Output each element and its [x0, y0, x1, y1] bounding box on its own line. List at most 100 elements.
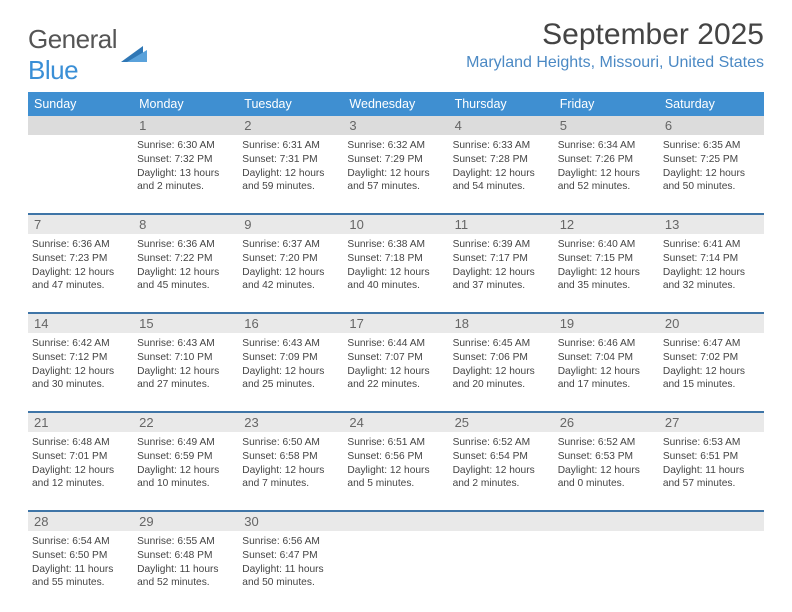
- day-number: 25: [449, 413, 554, 432]
- day-info: Sunrise: 6:56 AMSunset: 6:47 PMDaylight:…: [242, 533, 339, 590]
- month-title: September 2025: [466, 18, 764, 52]
- daylight-line: Daylight: 12 hours and 2 minutes.: [453, 464, 550, 492]
- day-info: Sunrise: 6:31 AMSunset: 7:31 PMDaylight:…: [242, 137, 339, 194]
- daylight-line: Daylight: 11 hours and 52 minutes.: [137, 563, 234, 591]
- sunrise-line: Sunrise: 6:34 AM: [558, 139, 655, 153]
- day-info: Sunrise: 6:38 AMSunset: 7:18 PMDaylight:…: [347, 236, 444, 293]
- day-number: 27: [659, 413, 764, 432]
- day-header: Friday: [554, 92, 659, 116]
- day-info: Sunrise: 6:33 AMSunset: 7:28 PMDaylight:…: [453, 137, 550, 194]
- day-cell: Sunrise: 6:49 AMSunset: 6:59 PMDaylight:…: [133, 432, 238, 510]
- day-info: Sunrise: 6:34 AMSunset: 7:26 PMDaylight:…: [558, 137, 655, 194]
- sunrise-line: Sunrise: 6:41 AM: [663, 238, 760, 252]
- day-header: Sunday: [28, 92, 133, 116]
- daylight-line: Daylight: 12 hours and 17 minutes.: [558, 365, 655, 393]
- day-cell: [659, 531, 764, 609]
- sunset-line: Sunset: 7:15 PM: [558, 252, 655, 266]
- sunrise-line: Sunrise: 6:36 AM: [137, 238, 234, 252]
- day-number: 21: [28, 413, 133, 432]
- sunrise-line: Sunrise: 6:31 AM: [242, 139, 339, 153]
- day-info: Sunrise: 6:49 AMSunset: 6:59 PMDaylight:…: [137, 434, 234, 491]
- day-info: Sunrise: 6:32 AMSunset: 7:29 PMDaylight:…: [347, 137, 444, 194]
- sunrise-line: Sunrise: 6:46 AM: [558, 337, 655, 351]
- sunrise-line: Sunrise: 6:33 AM: [453, 139, 550, 153]
- sunset-line: Sunset: 7:23 PM: [32, 252, 129, 266]
- day-number: 8: [133, 215, 238, 234]
- day-number: [343, 512, 448, 531]
- daylight-line: Daylight: 12 hours and 5 minutes.: [347, 464, 444, 492]
- day-header: Thursday: [449, 92, 554, 116]
- day-cell: Sunrise: 6:47 AMSunset: 7:02 PMDaylight:…: [659, 333, 764, 411]
- daylight-line: Daylight: 12 hours and 54 minutes.: [453, 167, 550, 195]
- sunset-line: Sunset: 7:32 PM: [137, 153, 234, 167]
- day-header: Wednesday: [343, 92, 448, 116]
- day-info: Sunrise: 6:36 AMSunset: 7:22 PMDaylight:…: [137, 236, 234, 293]
- day-cell: Sunrise: 6:53 AMSunset: 6:51 PMDaylight:…: [659, 432, 764, 510]
- day-number: 29: [133, 512, 238, 531]
- day-number: 4: [449, 116, 554, 135]
- day-number: 22: [133, 413, 238, 432]
- day-info: Sunrise: 6:51 AMSunset: 6:56 PMDaylight:…: [347, 434, 444, 491]
- logo-line2: Blue: [28, 55, 78, 85]
- day-number: 28: [28, 512, 133, 531]
- day-cell: [343, 531, 448, 609]
- day-number: 13: [659, 215, 764, 234]
- day-info: Sunrise: 6:35 AMSunset: 7:25 PMDaylight:…: [663, 137, 760, 194]
- daylight-line: Daylight: 12 hours and 25 minutes.: [242, 365, 339, 393]
- daylight-line: Daylight: 12 hours and 47 minutes.: [32, 266, 129, 294]
- day-cell: Sunrise: 6:46 AMSunset: 7:04 PMDaylight:…: [554, 333, 659, 411]
- day-number: [449, 512, 554, 531]
- sunrise-line: Sunrise: 6:45 AM: [453, 337, 550, 351]
- day-cell: Sunrise: 6:55 AMSunset: 6:48 PMDaylight:…: [133, 531, 238, 609]
- daylight-line: Daylight: 12 hours and 27 minutes.: [137, 365, 234, 393]
- sunrise-line: Sunrise: 6:39 AM: [453, 238, 550, 252]
- day-number: 6: [659, 116, 764, 135]
- day-number: 2: [238, 116, 343, 135]
- sunrise-line: Sunrise: 6:52 AM: [453, 436, 550, 450]
- day-number: 23: [238, 413, 343, 432]
- daylight-line: Daylight: 12 hours and 22 minutes.: [347, 365, 444, 393]
- sunrise-line: Sunrise: 6:37 AM: [242, 238, 339, 252]
- day-header: Tuesday: [238, 92, 343, 116]
- day-number: 15: [133, 314, 238, 333]
- day-info: Sunrise: 6:30 AMSunset: 7:32 PMDaylight:…: [137, 137, 234, 194]
- day-cell: Sunrise: 6:43 AMSunset: 7:09 PMDaylight:…: [238, 333, 343, 411]
- day-number: 16: [238, 314, 343, 333]
- daylight-line: Daylight: 11 hours and 57 minutes.: [663, 464, 760, 492]
- sunset-line: Sunset: 7:04 PM: [558, 351, 655, 365]
- logo-mark-icon: [121, 40, 149, 71]
- sunset-line: Sunset: 7:07 PM: [347, 351, 444, 365]
- day-number: 17: [343, 314, 448, 333]
- daylight-line: Daylight: 11 hours and 50 minutes.: [242, 563, 339, 591]
- sunset-line: Sunset: 6:47 PM: [242, 549, 339, 563]
- day-info: Sunrise: 6:52 AMSunset: 6:53 PMDaylight:…: [558, 434, 655, 491]
- sunset-line: Sunset: 7:09 PM: [242, 351, 339, 365]
- daylight-line: Daylight: 12 hours and 10 minutes.: [137, 464, 234, 492]
- day-info: Sunrise: 6:39 AMSunset: 7:17 PMDaylight:…: [453, 236, 550, 293]
- day-cell: Sunrise: 6:32 AMSunset: 7:29 PMDaylight:…: [343, 135, 448, 213]
- sunset-line: Sunset: 7:31 PM: [242, 153, 339, 167]
- daylight-line: Daylight: 12 hours and 40 minutes.: [347, 266, 444, 294]
- day-header: Saturday: [659, 92, 764, 116]
- daylight-line: Daylight: 13 hours and 2 minutes.: [137, 167, 234, 195]
- day-cell: [554, 531, 659, 609]
- daylight-line: Daylight: 12 hours and 20 minutes.: [453, 365, 550, 393]
- day-number: [554, 512, 659, 531]
- sunrise-line: Sunrise: 6:51 AM: [347, 436, 444, 450]
- day-info: Sunrise: 6:37 AMSunset: 7:20 PMDaylight:…: [242, 236, 339, 293]
- day-info: Sunrise: 6:54 AMSunset: 6:50 PMDaylight:…: [32, 533, 129, 590]
- sunset-line: Sunset: 6:58 PM: [242, 450, 339, 464]
- day-number: 20: [659, 314, 764, 333]
- day-cell: Sunrise: 6:51 AMSunset: 6:56 PMDaylight:…: [343, 432, 448, 510]
- day-number: [659, 512, 764, 531]
- day-cell: Sunrise: 6:50 AMSunset: 6:58 PMDaylight:…: [238, 432, 343, 510]
- day-number-row: 78910111213: [28, 215, 764, 234]
- day-cell: Sunrise: 6:38 AMSunset: 7:18 PMDaylight:…: [343, 234, 448, 312]
- calendar: SundayMondayTuesdayWednesdayThursdayFrid…: [28, 92, 764, 609]
- day-cell: Sunrise: 6:34 AMSunset: 7:26 PMDaylight:…: [554, 135, 659, 213]
- location: Maryland Heights, Missouri, United State…: [466, 54, 764, 72]
- day-info: Sunrise: 6:47 AMSunset: 7:02 PMDaylight:…: [663, 335, 760, 392]
- day-number: 12: [554, 215, 659, 234]
- day-info: Sunrise: 6:53 AMSunset: 6:51 PMDaylight:…: [663, 434, 760, 491]
- sunrise-line: Sunrise: 6:56 AM: [242, 535, 339, 549]
